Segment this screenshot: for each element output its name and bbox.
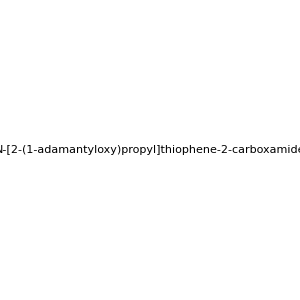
Text: N-[2-(1-adamantyloxy)propyl]thiophene-2-carboxamide: N-[2-(1-adamantyloxy)propyl]thiophene-2-… xyxy=(0,145,300,155)
